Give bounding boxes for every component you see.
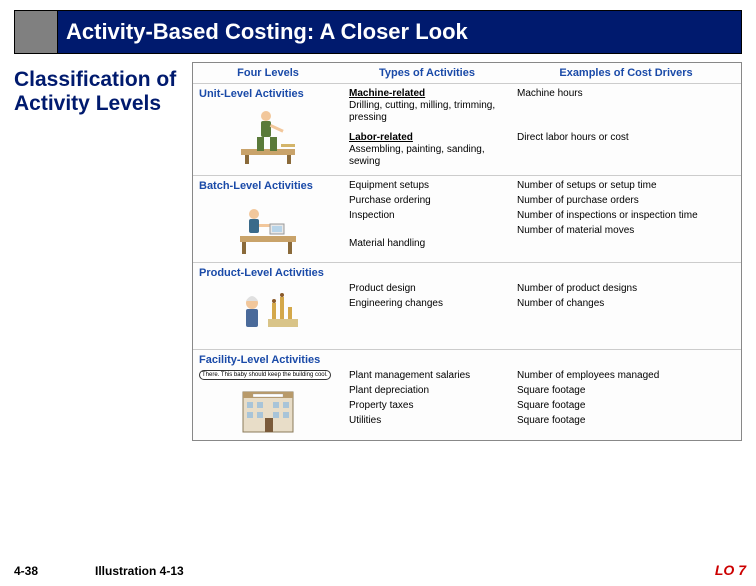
driver: Number of changes [517,298,735,310]
row-batch-level: Batch-Level Activities Equipment s [193,176,741,263]
row-product-level: Product-Level Activities [193,263,741,350]
section-title-product: Product-Level Activities [199,267,337,279]
type-desc: Plant depreciation [349,385,505,397]
illustration-worker-desk [199,194,337,258]
table-header-row: Four Levels Types of Activities Examples… [193,63,741,84]
type-desc: Engineering changes [349,298,505,310]
driver: Square footage [517,385,735,397]
main-content: Classification of Activity Levels Four L… [0,62,756,441]
driver: Number of employees managed [517,370,735,382]
type-desc: Property taxes [349,400,505,412]
type-desc: Utilities [349,415,505,427]
driver: Square footage [517,400,735,412]
drivers-unit: Machine hours Direct labor hours or cost [511,84,741,175]
type-desc: Inspection [349,210,505,222]
illustration-worker-cutting [199,102,337,166]
type-desc: Assembling, painting, sanding, sewing [349,144,505,168]
section-title-batch: Batch-Level Activities [199,180,337,192]
col-header-levels: Four Levels [193,63,343,83]
type-desc: Equipment setups [349,180,505,192]
drivers-facility: Number of employees managed Square foota… [511,350,741,440]
activity-levels-table: Four Levels Types of Activities Examples… [192,62,742,441]
driver: Number of setups or setup time [517,180,735,192]
illustration-building [199,382,337,436]
driver: Square footage [517,415,735,427]
page-title: Activity-Based Costing: A Closer Look [58,10,742,54]
driver: Direct labor hours or cost [517,132,735,144]
types-product: Product design Engineering changes [343,263,511,349]
drivers-product: Number of product designs Number of chan… [511,263,741,349]
type-heading: Labor-related [349,132,505,143]
drivers-batch: Number of setups or setup time Number of… [511,176,741,262]
type-desc: Product design [349,283,505,295]
types-facility: Plant management salaries Plant deprecia… [343,350,511,440]
section-title-facility: Facility-Level Activities [199,354,337,366]
type-desc: Plant management salaries [349,370,505,382]
type-desc: Material handling [349,238,505,250]
type-desc: Drilling, cutting, milling, trimming, pr… [349,100,505,124]
driver: Number of inspections or inspection time [517,210,735,222]
left-column: Classification of Activity Levels [14,62,184,441]
driver: Number of product designs [517,283,735,295]
type-heading: Machine-related [349,88,505,99]
row-facility-level: Facility-Level Activities There. This ba… [193,350,741,440]
title-accent-box [14,10,58,54]
driver: Number of material moves [517,225,735,237]
driver: Number of purchase orders [517,195,735,207]
col-header-drivers: Examples of Cost Drivers [511,63,741,83]
speech-bubble: There. This baby should keep the buildin… [199,370,331,380]
subtitle: Classification of Activity Levels [14,68,184,116]
title-bar: Activity-Based Costing: A Closer Look [14,10,742,54]
driver: Machine hours [517,88,735,100]
types-batch: Equipment setups Purchase ordering Inspe… [343,176,511,262]
col-header-types: Types of Activities [343,63,511,83]
type-desc: Purchase ordering [349,195,505,207]
row-unit-level: Unit-Level Activities [193,84,741,176]
section-title-unit: Unit-Level Activities [199,88,337,100]
types-unit: Machine-related Drilling, cutting, milli… [343,84,511,175]
illustration-worker-hardhat [199,281,337,345]
